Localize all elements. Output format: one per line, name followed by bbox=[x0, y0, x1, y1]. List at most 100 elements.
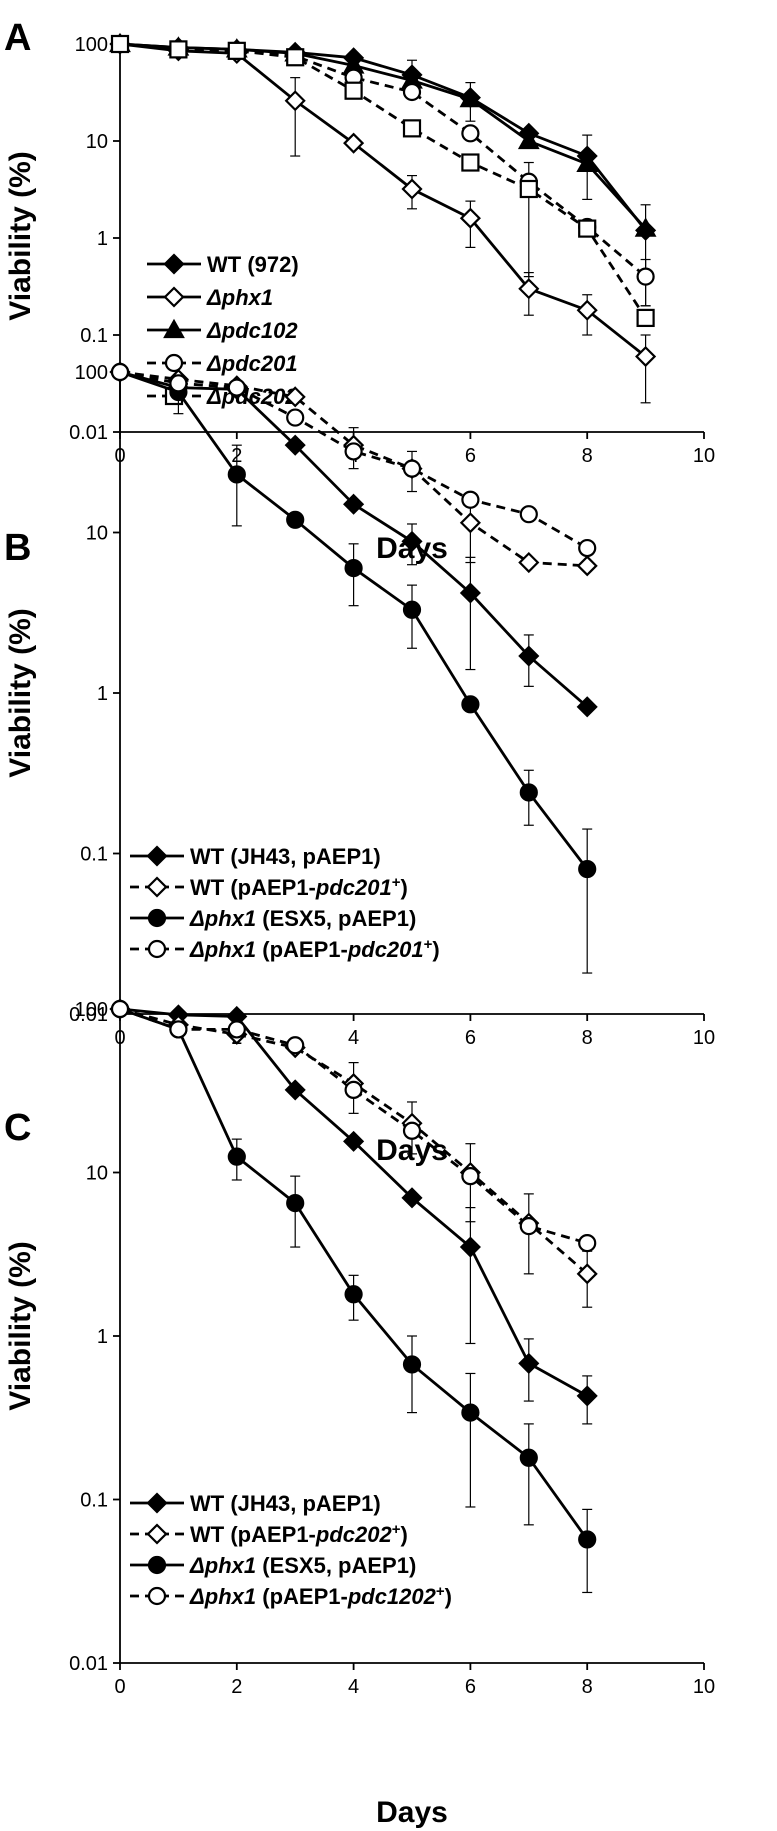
panel-b-x-tick-label: 4 bbox=[348, 1027, 359, 1049]
panel-a: A Viability (%) Days 0.010.1110100024681… bbox=[4, 17, 715, 565]
panel-c: C Viability (%) Days 0.01 0.1 1 10 100 0 2 4 6 8 1… bbox=[4, 998, 715, 1829]
panel-c-x-axis-title: Days bbox=[376, 1796, 448, 1829]
panel-c-legend-item: Δphx1 (ESX5, pAEP1) bbox=[130, 1553, 416, 1578]
panel-c-y-tick-label: 100 bbox=[75, 999, 108, 1021]
panel-c-series-4-point bbox=[519, 1217, 538, 1236]
panel-b-series-4-point bbox=[169, 374, 188, 393]
panel-b-legend-item: Δphx1 (ESX5, pAEP1) bbox=[130, 906, 416, 931]
panel-c-x-tick-label: 4 bbox=[348, 1676, 359, 1698]
panel-a-y-axis-title: Viability (%) bbox=[4, 151, 37, 320]
panel-b-series-1-point bbox=[343, 493, 365, 515]
panel-a-series-5-point bbox=[344, 81, 363, 100]
panel-a-series-2-points bbox=[109, 33, 657, 368]
panel-b-series-2-point bbox=[284, 386, 306, 408]
panel-a-series-5-point bbox=[402, 119, 422, 138]
panel-b-series-4-line bbox=[119, 370, 588, 550]
panel-b-series-1-points bbox=[109, 361, 598, 718]
panel-b-series-3-point bbox=[402, 600, 422, 619]
legend-label: WT (972) bbox=[207, 252, 299, 277]
panel-c-series-2-point bbox=[576, 1263, 598, 1285]
panel-b: B Viability (%) Days 0.010.1110100024681… bbox=[4, 361, 715, 1167]
panel-b-series-3-point bbox=[519, 783, 538, 802]
panel-c-series-4-points bbox=[110, 999, 597, 1253]
panel-c-series-1-point bbox=[401, 1187, 423, 1209]
panel-a-series-3-point bbox=[517, 129, 540, 150]
legend-label: Δphx1 (pAEP1-pdc1202+) bbox=[189, 1583, 452, 1610]
panel-b-y-tick-label: 100 bbox=[75, 362, 108, 384]
panel-a-series-3-point bbox=[459, 87, 482, 108]
panel-a-series-5-point bbox=[286, 48, 305, 67]
panel-b-series-4-point bbox=[461, 490, 480, 509]
panel-b-series-4-point bbox=[344, 442, 363, 461]
panel-b-series-3-point bbox=[286, 510, 305, 529]
panel-c-letter: C bbox=[4, 1107, 31, 1149]
panel-b-legend: WT (JH43, pAEP1) WT (pAEP1-pdc201+) Δphx1 … bbox=[130, 844, 440, 962]
panel-a-y-tick-label: 0.01 bbox=[69, 422, 108, 444]
panel-a-series-4-line bbox=[119, 42, 647, 278]
panel-a-legend-item: Δpdc102 bbox=[147, 318, 298, 343]
panel-c-series-1-point bbox=[576, 1385, 598, 1407]
panel-c-legend-item: WT (pAEP1-pdc202+) bbox=[130, 1521, 408, 1547]
panel-c-x-tick-label: 10 bbox=[693, 1676, 715, 1698]
panel-c-series-4-point bbox=[578, 1233, 597, 1253]
panel-c-y-tick-label: 0.1 bbox=[80, 1490, 108, 1512]
panel-c-series-4-point bbox=[169, 1020, 188, 1039]
panel-c-series-4-point bbox=[227, 1020, 246, 1039]
panel-b-x-tick-label: 6 bbox=[465, 1027, 476, 1049]
panel-c-legend: WT (JH43, pAEP1) WT (pAEP1-pdc202+) Δphx1 … bbox=[130, 1491, 452, 1609]
panel-c-series-1-point bbox=[518, 1352, 540, 1374]
panel-c-series-3-point bbox=[344, 1285, 363, 1304]
panel-c-series-3-point bbox=[227, 1147, 246, 1166]
panel-c-series-3-point bbox=[461, 1403, 480, 1422]
panel-c-series-3-point bbox=[402, 1355, 422, 1374]
panel-a-series-2-point bbox=[401, 178, 423, 200]
panel-b-series-4-point bbox=[519, 505, 538, 524]
panel-a-series-2-point bbox=[343, 132, 365, 154]
panel-c-series-3-point bbox=[519, 1448, 538, 1467]
panel-c-x-tick-label: 6 bbox=[465, 1676, 476, 1698]
panel-b-series-1-point bbox=[284, 434, 306, 456]
legend-marker bbox=[146, 876, 168, 898]
panel-a-series-5-point bbox=[636, 308, 655, 328]
legend-label: Δphx1 (ESX5, pAEP1) bbox=[189, 1553, 416, 1578]
panel-b-series-1-point bbox=[401, 530, 423, 552]
panel-a-series-5-point bbox=[110, 34, 130, 54]
panel-c-series-1-points bbox=[109, 998, 598, 1407]
panel-b-legend-item: Δphx1 (pAEP1-pdc201+) bbox=[130, 936, 440, 962]
panel-b-series-1-line bbox=[119, 370, 589, 708]
legend-marker bbox=[163, 286, 185, 308]
legend-label: Δphx1 bbox=[206, 285, 273, 310]
panel-c-y-axis-title: Viability (%) bbox=[4, 1241, 37, 1410]
panel-b-series-4-point bbox=[578, 538, 597, 558]
panel-b-series-2-point bbox=[576, 555, 598, 577]
panel-c-series-4-point bbox=[461, 1167, 480, 1186]
legend-label: WT (pAEP1-pdc201+) bbox=[190, 874, 408, 901]
panel-b-series-4-point bbox=[227, 378, 246, 397]
panel-c-x-tick-label: 2 bbox=[231, 1676, 242, 1698]
panel-b-series-4-point bbox=[110, 362, 130, 382]
panel-b-series-1-point bbox=[459, 582, 481, 604]
panel-b-series-2-line bbox=[119, 370, 588, 568]
panel-a-series-2-point bbox=[518, 278, 540, 300]
panel-c-series-1-point bbox=[343, 1130, 365, 1152]
panel-a-y-tick-label: 10 bbox=[86, 131, 108, 153]
panel-c-y-tick-label: 10 bbox=[86, 1163, 108, 1185]
panel-a-series-5-line bbox=[119, 42, 647, 319]
panel-c-legend-item: WT (JH43, pAEP1) bbox=[130, 1491, 381, 1516]
panel-b-legend-item: WT (JH43, pAEP1) bbox=[130, 844, 381, 869]
panel-b-y-tick-label: 0.1 bbox=[80, 844, 108, 866]
legend-marker bbox=[147, 908, 167, 928]
panel-b-series-3-point bbox=[461, 695, 480, 714]
panel-b-letter: B bbox=[4, 527, 31, 569]
panel-a-series-4-point bbox=[636, 267, 655, 286]
panel-a-series-4-point bbox=[461, 124, 480, 143]
panel-a-series-5-points bbox=[110, 34, 655, 328]
panel-b-x-tick-label: 10 bbox=[693, 1027, 715, 1049]
panel-a-series-5-point bbox=[578, 219, 597, 238]
panel-c-series-3-point bbox=[578, 1530, 597, 1549]
legend-marker bbox=[146, 845, 168, 867]
